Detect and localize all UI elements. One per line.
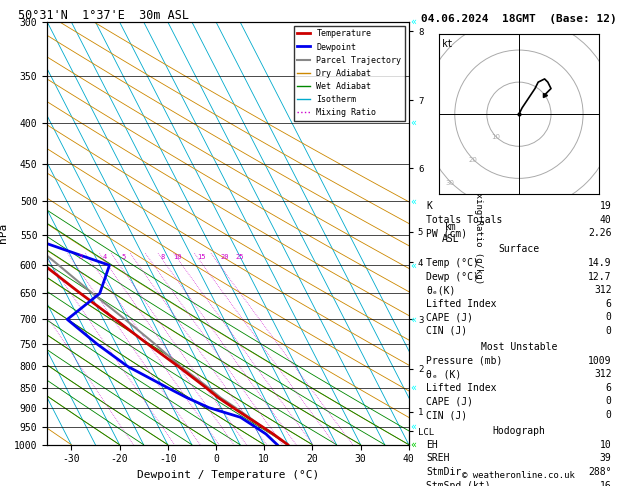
Text: 288°: 288° xyxy=(588,467,611,477)
Text: «: « xyxy=(410,422,416,432)
Text: 30: 30 xyxy=(445,180,454,187)
Text: 0: 0 xyxy=(606,326,611,336)
Text: Most Unstable: Most Unstable xyxy=(481,342,557,352)
Text: StmSpd (kt): StmSpd (kt) xyxy=(426,481,491,486)
Text: 20: 20 xyxy=(469,157,477,163)
Text: 39: 39 xyxy=(600,453,611,463)
Text: SREH: SREH xyxy=(426,453,450,463)
Text: 10: 10 xyxy=(600,440,611,450)
Text: © weatheronline.co.uk: © weatheronline.co.uk xyxy=(462,471,576,480)
Text: 14.9: 14.9 xyxy=(588,258,611,268)
Text: Lifted Index: Lifted Index xyxy=(426,299,497,309)
Text: 0: 0 xyxy=(606,410,611,420)
Text: Pressure (mb): Pressure (mb) xyxy=(426,356,503,365)
Text: 50°31'N  1°37'E  30m ASL: 50°31'N 1°37'E 30m ASL xyxy=(18,9,189,22)
Text: 10: 10 xyxy=(491,134,500,140)
Text: 3: 3 xyxy=(79,254,82,260)
Text: 0: 0 xyxy=(606,312,611,322)
Text: EH: EH xyxy=(426,440,438,450)
Text: 8: 8 xyxy=(160,254,165,260)
Text: 15: 15 xyxy=(197,254,205,260)
Text: CAPE (J): CAPE (J) xyxy=(426,397,474,406)
Y-axis label: km
ASL: km ASL xyxy=(442,223,459,244)
Text: StmDir: StmDir xyxy=(426,467,462,477)
Text: 10: 10 xyxy=(173,254,181,260)
Text: 4: 4 xyxy=(103,254,107,260)
Text: CAPE (J): CAPE (J) xyxy=(426,312,474,322)
Text: Lifted Index: Lifted Index xyxy=(426,383,497,393)
Text: 312: 312 xyxy=(594,285,611,295)
Legend: Temperature, Dewpoint, Parcel Trajectory, Dry Adiabat, Wet Adiabat, Isotherm, Mi: Temperature, Dewpoint, Parcel Trajectory… xyxy=(294,26,404,121)
Text: Surface: Surface xyxy=(498,244,540,254)
Text: Hodograph: Hodograph xyxy=(493,426,545,436)
Text: «: « xyxy=(410,118,416,128)
X-axis label: Dewpoint / Temperature (°C): Dewpoint / Temperature (°C) xyxy=(137,470,319,480)
Text: 16: 16 xyxy=(600,481,611,486)
Text: K: K xyxy=(426,201,432,211)
Text: 40: 40 xyxy=(600,215,611,225)
Text: «: « xyxy=(410,196,416,206)
Text: kt: kt xyxy=(442,39,454,49)
Text: «: « xyxy=(410,260,416,270)
Text: θₑ (K): θₑ (K) xyxy=(426,369,462,379)
Text: Dewp (°C): Dewp (°C) xyxy=(426,272,479,281)
Y-axis label: hPa: hPa xyxy=(0,223,8,243)
Text: 25: 25 xyxy=(235,254,244,260)
Text: «: « xyxy=(410,382,416,393)
Text: 6: 6 xyxy=(606,383,611,393)
Text: 04.06.2024  18GMT  (Base: 12): 04.06.2024 18GMT (Base: 12) xyxy=(421,14,617,24)
Text: 20: 20 xyxy=(221,254,230,260)
Text: «: « xyxy=(410,17,416,27)
Text: 1009: 1009 xyxy=(588,356,611,365)
Text: PW (cm): PW (cm) xyxy=(426,228,467,238)
Text: 2.26: 2.26 xyxy=(588,228,611,238)
Text: «: « xyxy=(410,314,416,325)
Text: 0: 0 xyxy=(606,397,611,406)
Text: «: « xyxy=(410,440,416,450)
Text: Totals Totals: Totals Totals xyxy=(426,215,503,225)
Text: Temp (°C): Temp (°C) xyxy=(426,258,479,268)
Text: θₑ(K): θₑ(K) xyxy=(426,285,456,295)
Text: 312: 312 xyxy=(594,369,611,379)
Text: 6: 6 xyxy=(606,299,611,309)
Text: 5: 5 xyxy=(122,254,126,260)
Text: CIN (J): CIN (J) xyxy=(426,410,467,420)
Text: Mixing Ratio (g/kg): Mixing Ratio (g/kg) xyxy=(474,182,483,284)
Text: CIN (J): CIN (J) xyxy=(426,326,467,336)
Text: 12.7: 12.7 xyxy=(588,272,611,281)
Text: 19: 19 xyxy=(600,201,611,211)
